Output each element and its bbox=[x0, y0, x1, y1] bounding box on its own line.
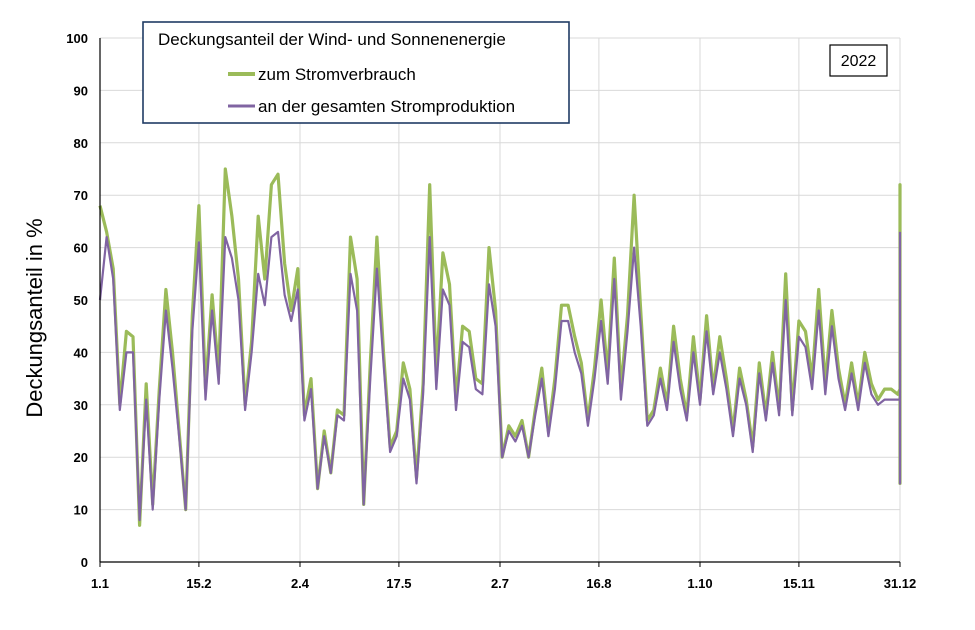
y-tick-label: 0 bbox=[81, 555, 88, 570]
legend-label-verbrauch: zum Stromverbrauch bbox=[258, 65, 416, 84]
y-tick-label: 50 bbox=[74, 293, 88, 308]
legend-title: Deckungsanteil der Wind- und Sonnenenerg… bbox=[158, 30, 506, 49]
legend-label-produktion: an der gesamten Stromproduktion bbox=[258, 97, 515, 116]
x-tick-label: 1.1 bbox=[91, 576, 109, 591]
y-tick-label: 40 bbox=[74, 345, 88, 360]
y-tick-label: 90 bbox=[74, 83, 88, 98]
x-tick-label: 17.5 bbox=[386, 576, 411, 591]
tick-layer: 0 10 20 30 40 50 60 70 80 90 100 1.1 15.2 2.4 17.5 2.7 1… bbox=[66, 31, 916, 591]
series-layer bbox=[98, 167, 902, 527]
legend-box bbox=[142, 21, 570, 124]
y-tick-label: 70 bbox=[74, 188, 88, 203]
legend: Deckungsanteil der Wind- und Sonnenenerg… bbox=[142, 21, 570, 124]
year-box bbox=[829, 44, 888, 77]
y-tick-label: 10 bbox=[74, 503, 88, 518]
x-tick-label: 1.10 bbox=[687, 576, 712, 591]
y-tick-label: 80 bbox=[74, 136, 88, 151]
x-tick-label: 2.7 bbox=[491, 576, 509, 591]
x-tick-label: 31.12 bbox=[884, 576, 917, 591]
year-label: 2022 bbox=[841, 53, 877, 70]
year-badge: 2022 bbox=[829, 44, 888, 77]
x-tick-label: 15.2 bbox=[186, 576, 211, 591]
axis-layer bbox=[99, 38, 901, 567]
x-tick-label: 15.11 bbox=[783, 576, 815, 591]
series-line-produktion bbox=[98, 230, 902, 522]
x-tick-label: 16.8 bbox=[586, 576, 611, 591]
y-tick-label: 60 bbox=[74, 241, 88, 256]
y-tick-label: 30 bbox=[74, 398, 88, 413]
x-tick-label: 2.4 bbox=[291, 576, 310, 591]
y-axis-label: Deckungsanteil in % bbox=[22, 218, 47, 417]
y-tick-label: 100 bbox=[66, 31, 88, 46]
y-tick-label: 20 bbox=[74, 450, 88, 465]
